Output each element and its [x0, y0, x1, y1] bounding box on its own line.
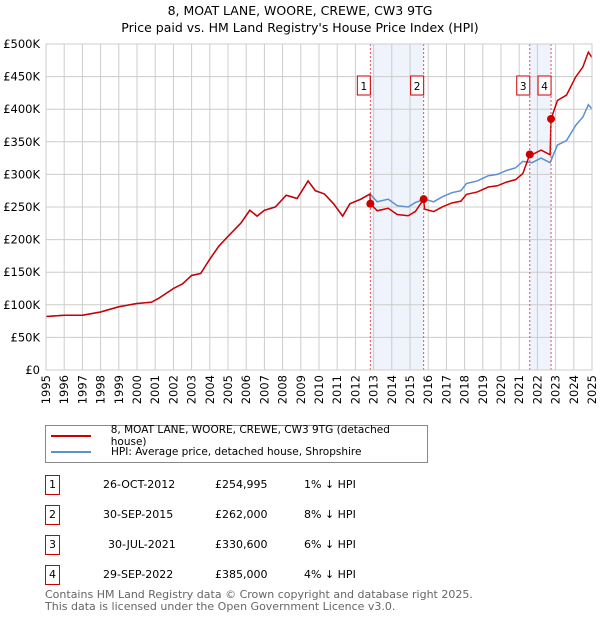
- sale-point: [525, 150, 534, 159]
- x-tick-label: 2008: [276, 375, 290, 404]
- x-tick-label: 2021: [512, 375, 526, 404]
- x-tick-label: 2000: [130, 375, 144, 404]
- footer-line-1: Contains HM Land Registry data © Crown c…: [45, 588, 473, 601]
- x-tick-label: 2007: [257, 375, 271, 404]
- y-tick-label: £200K: [3, 233, 40, 247]
- legend-label-property: 8, MOAT LANE, WOORE, CREWE, CW3 9TG (det…: [110, 424, 390, 448]
- x-tick-label: 2006: [239, 375, 253, 404]
- y-tick-label: £500K: [3, 37, 40, 51]
- footer-line-2: This data is licensed under the Open Gov…: [45, 600, 396, 613]
- sale-row: 1 26-OCT-2012 £254,995 1% ↓ HPI: [45, 475, 445, 495]
- sale-marker: 1: [45, 475, 60, 495]
- sale-date: 30-JUL-2021: [108, 538, 176, 551]
- legend: 8, MOAT LANE, WOORE, CREWE, CW3 9TG (det…: [45, 424, 428, 463]
- x-tick-label: 2017: [439, 375, 453, 404]
- y-tick-label: £350K: [3, 135, 40, 149]
- x-tick-label: 2023: [549, 375, 563, 404]
- x-tick-label: 2022: [530, 375, 544, 404]
- x-tick-label: 2020: [494, 375, 508, 404]
- sale-label: 3: [520, 81, 527, 93]
- chart-title: 8, MOAT LANE, WOORE, CREWE, CW3 9TG: [167, 3, 433, 18]
- y-tick-label: £150K: [3, 265, 40, 279]
- sale-hpi-diff: 6% ↓ HPI: [304, 538, 356, 551]
- y-tick-label: £250K: [3, 200, 40, 214]
- x-tick-label: 2015: [403, 375, 417, 404]
- x-tick-label: 2002: [166, 375, 180, 404]
- y-tick-label: £300K: [3, 167, 40, 181]
- sale-label: 4: [541, 81, 548, 93]
- sale-label-box: [516, 75, 531, 96]
- y-tick-label: £400K: [3, 102, 40, 116]
- x-tick-label: 1997: [75, 375, 89, 404]
- sale-point: [366, 199, 375, 208]
- sale-label-box: [537, 75, 552, 96]
- x-tick-label: 2004: [203, 375, 217, 404]
- sale-row: 4 29-SEP-2022 £385,000 4% ↓ HPI: [45, 565, 445, 585]
- x-tick-label: 1999: [112, 375, 126, 404]
- sale-price: £330,600: [215, 538, 268, 551]
- sale-date: 30-SEP-2015: [103, 508, 174, 521]
- sale-price: £385,000: [215, 568, 268, 581]
- sale-point: [419, 195, 428, 204]
- y-tick-label: £50K: [11, 330, 41, 344]
- legend-label-hpi: HPI: Average price, detached house, Shro…: [111, 446, 362, 458]
- x-tick-label: 1995: [39, 375, 53, 404]
- x-tick-label: 2025: [585, 375, 599, 404]
- sale-price: £262,000: [215, 508, 268, 521]
- x-tick-label: 2016: [421, 375, 435, 404]
- sale-point: [547, 114, 556, 123]
- legend-swatch-red: [51, 435, 91, 437]
- sale-row: 3 30-JUL-2021 £330,600 6% ↓ HPI: [45, 535, 445, 555]
- x-tick-label: 1998: [94, 375, 108, 404]
- x-tick-label: 2013: [367, 375, 381, 404]
- sale-price: £254,995: [215, 478, 268, 491]
- sale-marker: 4: [45, 565, 60, 585]
- chart-subtitle: Price paid vs. HM Land Registry's House …: [121, 20, 479, 35]
- sale-marker: 3: [45, 535, 60, 555]
- y-tick-label: £0: [25, 363, 40, 377]
- sale-label: 2: [414, 81, 421, 93]
- sale-label: 1: [360, 81, 367, 93]
- sale-hpi-diff: 4% ↓ HPI: [304, 568, 356, 581]
- x-tick-label: 2014: [385, 375, 399, 404]
- x-tick-label: 2005: [221, 375, 235, 404]
- x-tick-label: 2012: [348, 375, 362, 404]
- y-tick-label: £100K: [3, 298, 40, 312]
- sale-marker: 2: [45, 505, 60, 525]
- x-tick-label: 2024: [567, 375, 581, 404]
- plot-border: [45, 43, 593, 371]
- legend-swatch-blue: [51, 451, 91, 453]
- x-tick-label: 2018: [458, 375, 472, 404]
- x-tick-label: 2009: [294, 375, 308, 404]
- x-tick-label: 2003: [185, 375, 199, 404]
- sale-hpi-diff: 8% ↓ HPI: [304, 508, 356, 521]
- x-tick-label: 2011: [330, 375, 344, 404]
- sale-row: 2 30-SEP-2015 £262,000 8% ↓ HPI: [45, 505, 445, 525]
- x-tick-label: 2019: [476, 375, 490, 404]
- x-tick-label: 1996: [57, 375, 71, 404]
- sale-label-box: [410, 75, 425, 96]
- chart-plot: 1995 1996 1997 1998 1999 2000 2001 2002 2003 2004…: [3, 37, 599, 404]
- sale-date: 29-SEP-2022: [103, 568, 174, 581]
- sale-date: 26-OCT-2012: [103, 478, 176, 491]
- sale-hpi-diff: 1% ↓ HPI: [304, 478, 356, 491]
- sale-label-box: [356, 75, 371, 96]
- y-tick-label: £450K: [3, 70, 40, 84]
- x-tick-label: 2001: [148, 375, 162, 404]
- x-tick-label: 2010: [312, 375, 326, 404]
